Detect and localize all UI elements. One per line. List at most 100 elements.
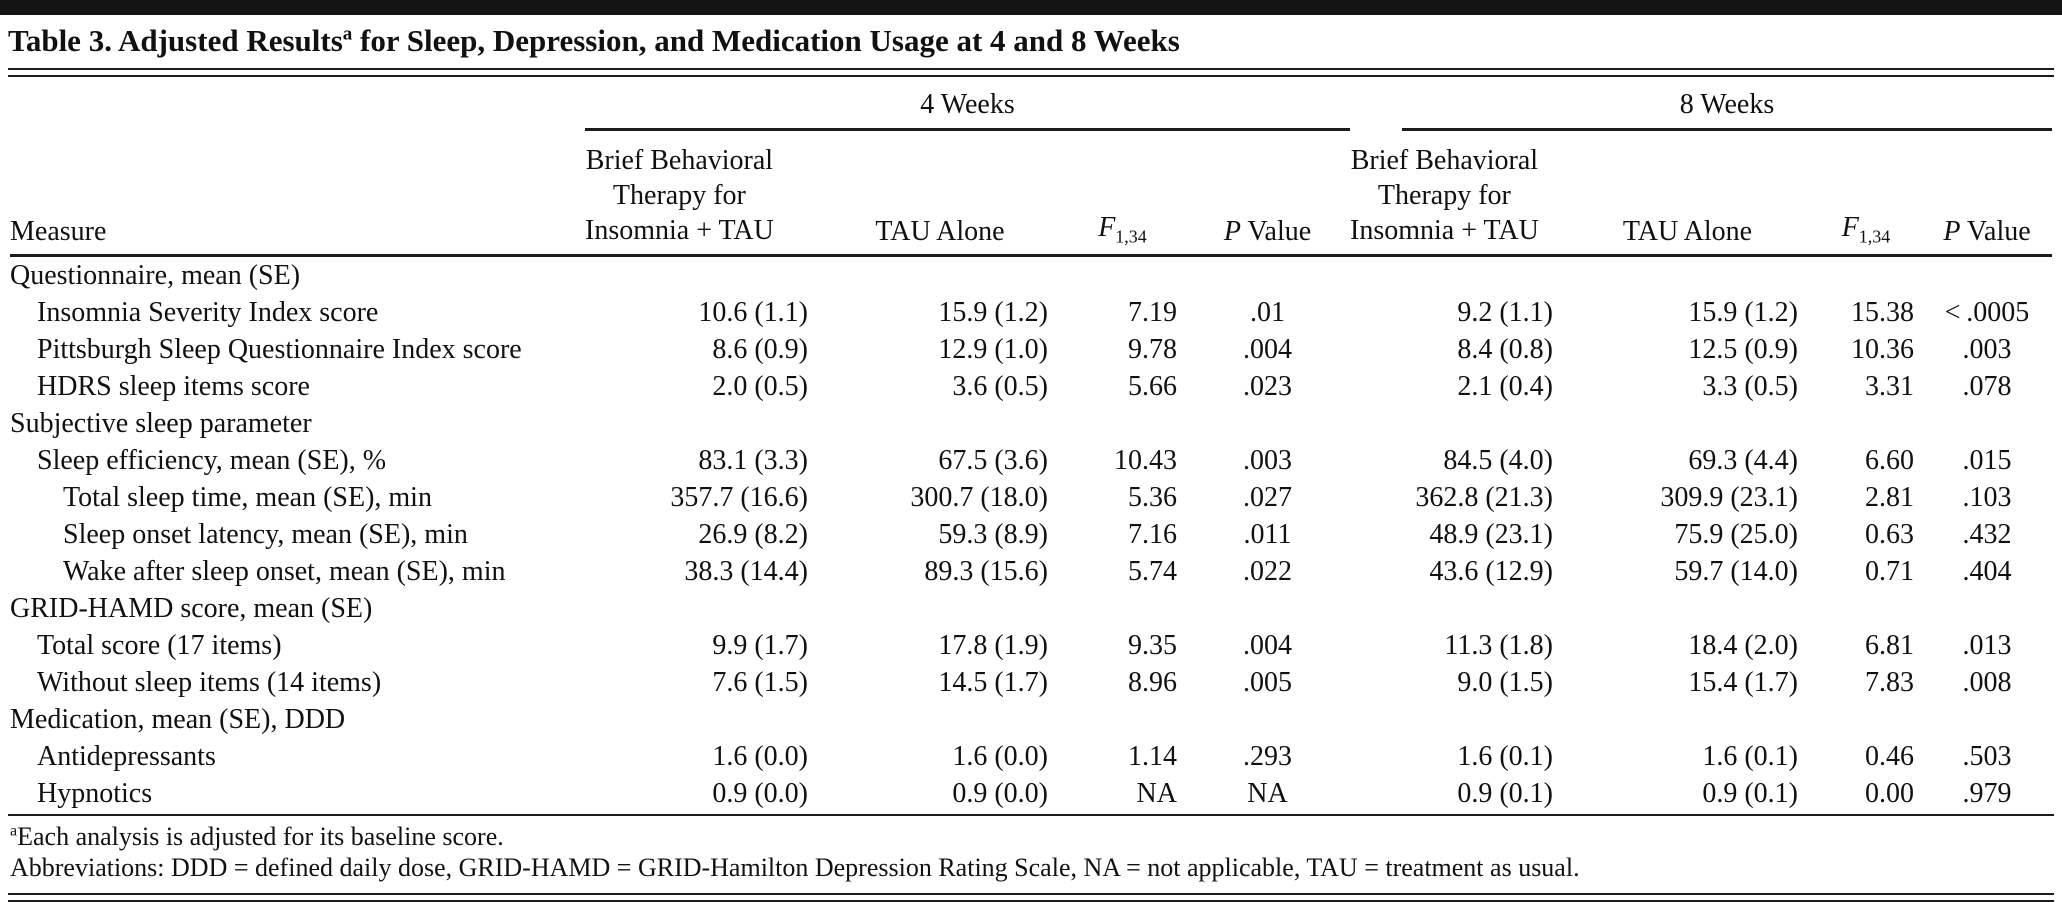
value-8w-p-value: .013 (1962, 630, 2012, 661)
value-8w-treatment: 0.9 (0.1) (1457, 778, 1553, 809)
treatment-header-line: Insomnia + TAU (1350, 215, 1539, 246)
value-8w-treatment (1350, 701, 1565, 738)
value-8w-treatment (1350, 256, 1565, 295)
value-4w-tau-alone: 59.3 (8.9) (938, 519, 1048, 550)
value-4w-p-value (1185, 701, 1350, 738)
value-8w-f-statistic (1810, 701, 1922, 738)
table-row: Pittsburgh Sleep Questionnaire Index sco… (10, 331, 2052, 368)
top-heavy-rule (0, 0, 2062, 15)
table-row: Insomnia Severity Index score 10.6 (1.1) 1… (10, 294, 2052, 331)
measure-cell: Pittsburgh Sleep Questionnaire Index sco… (37, 334, 522, 365)
footnote-a: aEach analysis is adjusted for its basel… (10, 821, 2054, 852)
table-row: HDRS sleep items score 2.0 (0.5) 3.6 (0.5)… (10, 368, 2052, 405)
value-8w-f-statistic: 6.60 (1865, 445, 1914, 476)
footnote-abbreviations: Abbreviations: DDD = defined daily dose,… (10, 853, 1580, 882)
value-4w-tau-alone: 17.8 (1.9) (938, 630, 1048, 661)
value-4w-p-value: .293 (1243, 741, 1292, 772)
value-4w-p-value: .005 (1243, 667, 1292, 698)
measure-cell: Sleep onset latency, mean (SE), min (63, 519, 468, 550)
value-8w-treatment: 8.4 (0.8) (1457, 334, 1553, 365)
measure-cell: Antidepressants (37, 741, 216, 772)
value-8w-f-statistic: 0.00 (1865, 778, 1914, 809)
value-4w-p-value: .003 (1243, 445, 1292, 476)
measure-cell: Total sleep time, mean (SE), min (63, 482, 432, 513)
measure-cell: Sleep efficiency, mean (SE), % (37, 445, 387, 476)
value-8w-treatment: 9.0 (1.5) (1457, 667, 1553, 698)
value-4w-f-statistic: 10.43 (1114, 445, 1177, 476)
value-4w-tau-alone (820, 701, 1060, 738)
value-8w-f-statistic (1810, 590, 1922, 627)
table-row: Antidepressants 1.6 (0.0) 1.6 (0.0) 1.14 .29… (10, 738, 2052, 775)
p-label-rest: Value (1960, 216, 2031, 247)
value-4w-f-statistic: 7.16 (1128, 519, 1177, 550)
f-subscript: 1,34 (1115, 227, 1147, 247)
value-4w-f-statistic: 1.14 (1128, 741, 1177, 772)
value-8w-tau-alone: 69.3 (4.4) (1688, 445, 1798, 476)
group-header-8-weeks: 8 Weeks (1402, 89, 2052, 131)
group-header-row: 4 Weeks 8 Weeks (10, 79, 2052, 131)
value-8w-treatment (1350, 405, 1565, 442)
value-4w-treatment: 38.3 (14.4) (684, 556, 808, 587)
footnotes: aEach analysis is adjusted for its basel… (8, 814, 2054, 889)
value-4w-treatment: 26.9 (8.2) (698, 519, 808, 550)
column-header-4w-f-statistic: F1,34 (1060, 131, 1185, 257)
value-4w-f-statistic (1060, 405, 1185, 442)
value-8w-f-statistic: 15.38 (1851, 297, 1914, 328)
value-8w-treatment (1350, 590, 1565, 627)
column-header-4w-tau-alone: TAU Alone (820, 131, 1060, 257)
value-8w-p-value: .503 (1962, 741, 2012, 772)
value-4w-p-value: .01 (1250, 297, 1285, 328)
value-4w-f-statistic (1060, 256, 1185, 295)
value-8w-treatment: 1.6 (0.1) (1457, 741, 1553, 772)
value-4w-f-statistic: 5.74 (1128, 556, 1177, 587)
value-4w-tau-alone: 0.9 (0.0) (952, 778, 1048, 809)
p-label-rest: Value (1240, 216, 1312, 247)
value-4w-f-statistic: 5.36 (1128, 482, 1177, 513)
value-8w-tau-alone: 309.9 (23.1) (1660, 482, 1798, 513)
value-8w-tau-alone: 12.5 (0.9) (1688, 334, 1798, 365)
value-8w-treatment: 48.9 (23.1) (1429, 519, 1553, 550)
value-4w-treatment: 7.6 (1.5) (712, 667, 808, 698)
value-8w-p-value: .015 (1962, 445, 2012, 476)
value-8w-f-statistic: 0.63 (1865, 519, 1914, 550)
value-8w-tau-alone: 59.7 (14.0) (1674, 556, 1798, 587)
table-title-text: Table 3. Adjusted Results (8, 23, 343, 58)
value-4w-f-statistic (1060, 590, 1185, 627)
value-8w-f-statistic: 10.36 (1851, 334, 1914, 365)
value-4w-p-value: NA (1247, 778, 1288, 809)
value-4w-tau-alone (820, 590, 1060, 627)
value-8w-treatment: 2.1 (0.4) (1457, 371, 1553, 402)
value-4w-treatment: 9.9 (1.7) (712, 630, 808, 661)
column-header-measure: Measure (10, 131, 585, 257)
measure-cell: HDRS sleep items score (37, 371, 310, 402)
value-8w-tau-alone: 18.4 (2.0) (1688, 630, 1798, 661)
value-4w-treatment (585, 590, 820, 627)
value-8w-f-statistic (1810, 405, 1922, 442)
value-4w-treatment: 10.6 (1.1) (698, 297, 808, 328)
value-8w-p-value (1922, 256, 2052, 295)
table-row: GRID-HAMD score, mean (SE) (10, 590, 2052, 627)
value-4w-tau-alone (820, 256, 1060, 295)
table-row: Medication, mean (SE), DDD (10, 701, 2052, 738)
value-4w-treatment: 83.1 (3.3) (698, 445, 808, 476)
value-8w-tau-alone (1565, 701, 1810, 738)
bottom-double-rule (8, 893, 2054, 902)
value-8w-p-value: .404 (1962, 556, 2012, 587)
treatment-header-line: Brief Behavioral (1350, 145, 1539, 176)
value-8w-p-value (1922, 590, 2052, 627)
value-8w-f-statistic: 0.71 (1865, 556, 1914, 587)
value-8w-p-value: < .0005 (1944, 297, 2030, 328)
value-4w-tau-alone (820, 405, 1060, 442)
group-header-spacer (10, 79, 585, 131)
group-header-4-weeks: 4 Weeks (585, 89, 1350, 131)
value-4w-p-value: .027 (1243, 482, 1292, 513)
value-4w-p-value: .011 (1243, 519, 1292, 550)
value-4w-treatment (585, 701, 820, 738)
value-8w-treatment: 11.3 (1.8) (1444, 630, 1553, 661)
value-8w-p-value: .078 (1962, 371, 2012, 402)
value-8w-tau-alone (1565, 405, 1810, 442)
measure-cell: Medication, mean (SE), DDD (10, 704, 346, 735)
column-header-4w-p-value: P Value (1185, 131, 1350, 257)
value-4w-treatment: 357.7 (16.6) (670, 482, 808, 513)
